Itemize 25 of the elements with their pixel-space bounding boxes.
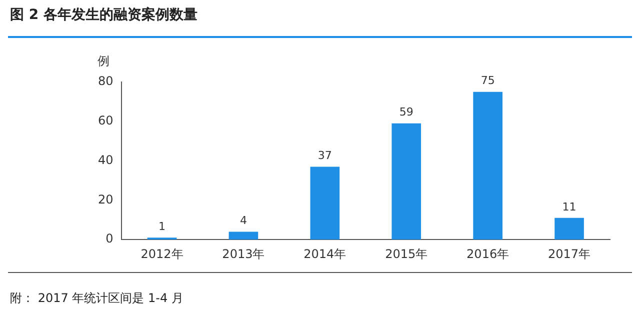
data-label: 4 — [240, 214, 247, 228]
bar — [228, 232, 258, 240]
data-label: 1 — [158, 220, 166, 233]
y-tick-label: 0 — [106, 232, 114, 246]
y-axis-title: 例 — [97, 54, 110, 68]
data-label: 59 — [399, 106, 414, 119]
x-tick-label: 2015年 — [385, 246, 428, 261]
bar — [392, 123, 422, 240]
x-tick-label: 2014年 — [304, 246, 346, 261]
data-label: 11 — [562, 200, 576, 214]
x-tick-label: 2012年 — [140, 246, 184, 261]
bar — [473, 92, 502, 240]
bar — [310, 166, 340, 240]
y-tick-label: 80 — [98, 74, 114, 88]
y-tick-label: 20 — [98, 192, 114, 206]
data-label: 75 — [480, 74, 495, 88]
text: 附： 2017 年统计区间是 1-4 月 — [10, 290, 184, 307]
x-tick-label: 2013年 — [222, 246, 265, 261]
bar — [554, 218, 584, 240]
x-tick-label: 2016年 — [466, 246, 510, 261]
data-label: 37 — [318, 149, 332, 162]
chart-title: 图 2 各年发生的融资案例数量 — [10, 6, 198, 24]
y-tick-label: 40 — [98, 152, 114, 167]
x-tick-label: 2017年 — [548, 246, 591, 261]
y-tick-label: 60 — [98, 114, 114, 128]
